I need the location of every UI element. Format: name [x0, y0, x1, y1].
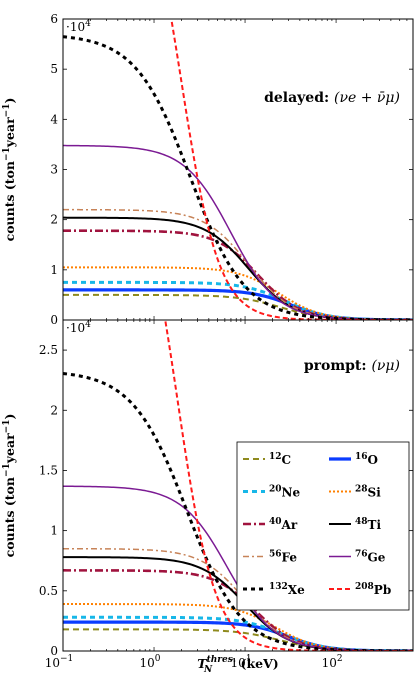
legend-label: 48Ti — [355, 517, 381, 532]
y-tick-label: 0 — [50, 313, 58, 327]
y-tick-label: 6 — [50, 12, 58, 26]
series-line-132Xe — [63, 35, 413, 320]
series-line-56Fe — [63, 208, 413, 320]
y-tick-label: 3 — [50, 163, 58, 177]
y-multiplier: ·104 — [66, 320, 91, 335]
axes-frame — [62, 319, 414, 652]
y-tick-label: 1.5 — [39, 463, 58, 477]
panel-top: 0 1 2 3 4 5 6 ·104 counts (ton−1year−1) delayed: … — [2, 12, 414, 327]
series-line-12C — [63, 293, 413, 320]
legend-label: 28Si — [355, 485, 381, 500]
legend: 12C 16O 20Ne 28Si 40Ar 48Ti 56Fe 76Ge 132Xe 208Pb — [236, 441, 410, 611]
y-tick-label: 4 — [50, 112, 58, 126]
series-line-28Si — [63, 603, 413, 651]
x-tick-label: 100 — [140, 654, 161, 670]
series-group — [63, 19, 413, 320]
y-tick-label: 5 — [50, 62, 58, 76]
y-axis-title: counts (ton−1year−1) — [2, 414, 17, 558]
panel-bottom: 0 0.5 1 1.5 2 2.5 ·104 counts (ton−1year−1) prom… — [2, 319, 414, 658]
legend-label: 16O — [355, 452, 378, 467]
series-line-20Ne — [63, 280, 413, 320]
y-multiplier: ·104 — [66, 19, 91, 34]
y-tick-label: 1 — [50, 263, 58, 277]
series-line-48Ti — [63, 216, 413, 320]
axes-frame — [62, 18, 414, 321]
legend-label: 56Fe — [269, 550, 297, 565]
legend-box — [236, 441, 410, 611]
legend-label: 20Ne — [269, 485, 301, 500]
legend-label: 40Ar — [269, 517, 298, 532]
series-line-16O — [63, 620, 413, 651]
panel-label: prompt: (νμ) — [304, 358, 400, 374]
series-line-20Ne — [63, 615, 413, 651]
x-tick-label: 102 — [322, 654, 343, 670]
x-tick-label: 10−1 — [45, 654, 74, 670]
legend-label: 12C — [269, 452, 291, 467]
y-tick-label: 2.5 — [39, 343, 58, 357]
legend-label: 76Ge — [355, 550, 386, 565]
series-line-76Ge — [63, 144, 413, 320]
panel-label: delayed: (νe + ν̄μ) — [264, 90, 400, 106]
legend-label: 132Xe — [269, 582, 305, 597]
y-tick-label: 1 — [50, 524, 58, 538]
legend-label: 208Pb — [355, 582, 391, 597]
y-tick-label: 2 — [50, 403, 58, 417]
x-axis-title: Tthres. N (keV) — [197, 655, 278, 674]
y-tick-label: 0.5 — [39, 584, 58, 598]
y-tick-label: 2 — [50, 213, 58, 227]
y-tick-label: 0 — [50, 644, 58, 658]
y-axis-title: counts (ton−1year−1) — [2, 98, 17, 242]
series-line-208Pb — [170, 19, 413, 320]
